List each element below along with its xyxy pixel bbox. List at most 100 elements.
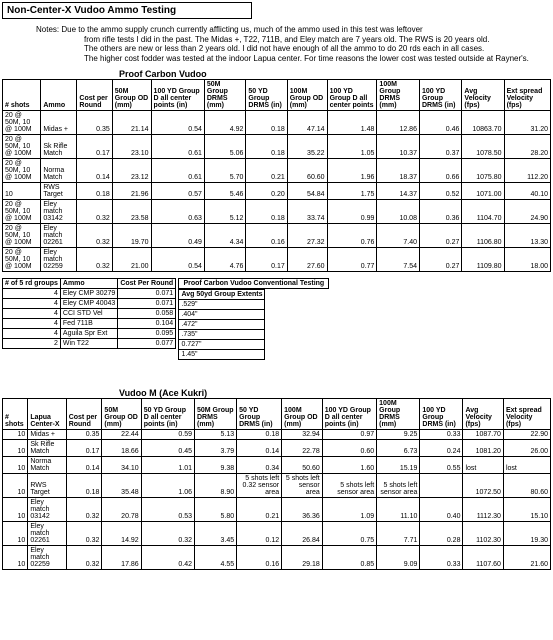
cell: 0.32 [77, 200, 112, 224]
col-header: 100 YD Group DRMS (in) [419, 80, 461, 111]
cell: 20 @ 50M, 10 @ 100M [3, 224, 41, 248]
cell: 1081.20 [463, 440, 503, 457]
cell: 0.18 [237, 430, 282, 440]
cell: 1087.70 [463, 430, 503, 440]
cell: 21.00 [112, 248, 151, 272]
cell: 20 @ 50M, 10 @ 100M [3, 111, 41, 135]
cell: 1.01 [141, 457, 194, 474]
cell: 0.40 [420, 498, 463, 522]
cell: 0.058 [118, 309, 176, 319]
cell: 0.34 [237, 457, 282, 474]
cell: Midas + [28, 430, 66, 440]
cell: 0.095 [118, 329, 176, 339]
table-row: 1.45" [179, 350, 265, 360]
cell: 0.52 [419, 183, 461, 200]
cell: lost [503, 457, 550, 474]
cell: 15.10 [503, 498, 550, 522]
cell: 4 [3, 329, 61, 339]
table-proof-carbon: # shotsAmmoCost per Round50M Group OD (m… [2, 79, 551, 272]
cell: 5.80 [195, 498, 237, 522]
cell: 0.33 [420, 546, 463, 570]
cell: 1.05 [327, 135, 377, 159]
cell: Sk Rifle Match [28, 440, 66, 457]
cell: Eley match 02261 [41, 224, 77, 248]
col-header: 50 YD Group DRMS (in) [237, 399, 282, 430]
cell: 20.78 [102, 498, 141, 522]
cell: Eley CMP 30279 [60, 289, 117, 299]
cell: Midas + [41, 111, 77, 135]
cell: 28.20 [504, 135, 550, 159]
cell: 0.27 [419, 248, 461, 272]
cell: 32.94 [282, 430, 323, 440]
cell: RWS Target [28, 474, 66, 498]
cell: 19.70 [112, 224, 151, 248]
col-header: # of 5 rd groups [3, 279, 61, 289]
cell: 0.20 [246, 183, 287, 200]
table-row: 20 @ 50M, 10 @ 100MEley match 022590.322… [3, 248, 551, 272]
cell: 0.32 [77, 224, 112, 248]
table-row: 4Eley CMP 302790.071 [3, 289, 176, 299]
cell: 0.77 [327, 248, 377, 272]
cell: 7.40 [377, 224, 420, 248]
cell: 26.84 [282, 522, 323, 546]
cell: 0.35 [66, 430, 102, 440]
table-row: 20 @ 50M, 10 @ 100MNorma Match0.1423.120… [3, 159, 551, 183]
cell: 35.48 [102, 474, 141, 498]
col-header: Avg Velocity (fps) [462, 80, 504, 111]
section-title-2: Proof Carbon Vudoo Conventional Testing [178, 278, 329, 289]
cell: 18.37 [377, 159, 420, 183]
cell: 0.071 [118, 299, 176, 309]
cell: 0.24 [420, 440, 463, 457]
note-line: The others are new or less than 2 years … [36, 44, 551, 54]
table-row: 4Eley CMP 400430.071 [3, 299, 176, 309]
cell: 6.73 [377, 440, 420, 457]
cell: 0.46 [419, 111, 461, 135]
cell: 5 shots left sensor area [282, 474, 323, 498]
cell: 0.42 [141, 546, 194, 570]
table-row: .472" [179, 320, 265, 330]
cell: 26.00 [503, 440, 550, 457]
cell: 10863.70 [462, 111, 504, 135]
cell: 23.10 [112, 135, 151, 159]
cell: Norma Match [41, 159, 77, 183]
cell: 0.54 [151, 111, 204, 135]
cell: 18.00 [504, 248, 550, 272]
cell: 5.12 [204, 200, 246, 224]
cell: 13.30 [504, 224, 550, 248]
table-row: 10Eley match 031420.3220.780.535.800.213… [3, 498, 551, 522]
col-header: 100M Group DRMS (mm) [377, 399, 420, 430]
cell: 0.53 [141, 498, 194, 522]
cell: 20 @ 50M, 10 @ 100M [3, 159, 41, 183]
cell: 10.37 [377, 135, 420, 159]
cell: Eley match 02259 [28, 546, 66, 570]
cell: 0.55 [420, 457, 463, 474]
cell: 0.54 [151, 248, 204, 272]
cell: 0.32 [66, 498, 102, 522]
table-row: 20 @ 50M, 10 @ 100MSk Rifle Match0.1723.… [3, 135, 551, 159]
cell: 15.19 [377, 457, 420, 474]
cell: 0.104 [118, 319, 176, 329]
table-conventional-left: # of 5 rd groupsAmmoCost Per Round4Eley … [2, 278, 176, 349]
cell: 1072.50 [463, 474, 503, 498]
cell: 4 [3, 299, 61, 309]
cell: 80.60 [503, 474, 550, 498]
cell: 0.66 [419, 159, 461, 183]
col-header: Ammo [60, 279, 117, 289]
cell: 23.12 [112, 159, 151, 183]
cell: 60.60 [287, 159, 327, 183]
cell: 0.16 [237, 546, 282, 570]
cell: 0.37 [419, 135, 461, 159]
cell: 1107.60 [463, 546, 503, 570]
cell: 0.17 [77, 135, 112, 159]
cell: 10 [3, 546, 28, 570]
cell: 10 [3, 474, 28, 498]
table2-wrapper: # of 5 rd groupsAmmoCost Per Round4Eley … [2, 278, 551, 366]
col-header: Avg Velocity (fps) [463, 399, 503, 430]
cell: 10 [3, 430, 28, 440]
table-row: 10Norma Match0.1434.101.019.380.3450.601… [3, 457, 551, 474]
table-row: 10Sk Rifle Match0.1718.660.453.790.1422.… [3, 440, 551, 457]
cell: Eley CMP 40043 [60, 299, 117, 309]
col-header: 50M Group DRMS (mm) [204, 80, 246, 111]
col-header: Ext spread Velocity (fps) [503, 399, 550, 430]
cell: 5.06 [204, 135, 246, 159]
